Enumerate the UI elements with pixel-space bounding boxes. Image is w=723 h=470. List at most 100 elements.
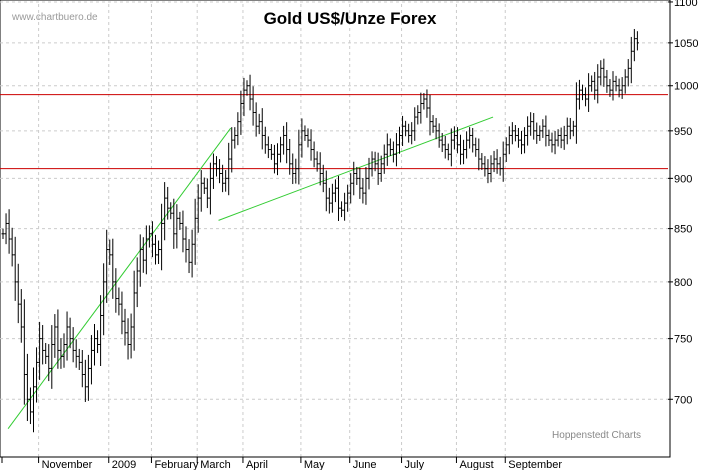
ohlc-bar (455, 127, 459, 154)
ohlc-bar (428, 94, 432, 136)
ohlc-bar (538, 125, 542, 141)
plot-area (0, 0, 671, 458)
ohlc-bar (321, 164, 325, 193)
ohlc-bar (279, 136, 283, 163)
ohlc-bar (492, 150, 496, 173)
ohlc-bar (535, 122, 539, 144)
x-tick-label: June (353, 459, 377, 470)
ohlc-bar (571, 120, 575, 137)
ohlc-bar (581, 84, 584, 101)
ohlc-bar (623, 69, 627, 94)
ohlc-bar (306, 128, 310, 148)
ohlc-bar (556, 129, 560, 147)
ohlc-bar (373, 151, 377, 172)
ohlc-bar (422, 93, 426, 110)
ohlc-bar (242, 77, 246, 117)
ohlc-bar (340, 201, 344, 218)
ohlc-bar (446, 143, 450, 161)
ohlc-bar (343, 192, 347, 221)
ohlc-bar (605, 69, 609, 93)
ohlc-bar (593, 71, 597, 100)
x-tick-label: September (508, 459, 562, 470)
ohlc-bar (568, 117, 572, 140)
ohlc-bar (471, 127, 475, 153)
ohlc-bar (629, 36, 633, 84)
ohlc-bar (25, 353, 29, 422)
ohlc-bar (498, 156, 502, 176)
ohlc-bar (141, 237, 145, 273)
ohlc-bar (22, 299, 26, 405)
ohlc-bar (32, 367, 35, 433)
ohlc-bar (520, 130, 523, 155)
ohlc-bar (1, 228, 5, 239)
ohlc-bar (596, 64, 600, 104)
ohlc-bar (135, 257, 139, 308)
ohlc-bar (77, 348, 81, 371)
ohlc-bar (4, 213, 8, 245)
ohlc-bar (7, 209, 11, 254)
ohlc-bar (544, 115, 548, 147)
ohlc-bar (474, 137, 478, 157)
ohlc-bar (123, 308, 127, 346)
x-tick-label: March (200, 459, 231, 470)
ohlc-bar (303, 125, 307, 141)
ohlc-bar (577, 79, 581, 110)
y-tick-label: 850 (674, 224, 692, 236)
ohlc-bar (611, 71, 615, 101)
ohlc-bar (529, 112, 533, 136)
ohlc-bar (617, 78, 621, 98)
ohlc-bar (132, 270, 136, 351)
ohlc-bar (358, 167, 362, 199)
ohlc-bar (285, 122, 289, 164)
ohlc-bar (297, 129, 301, 185)
ohlc-bar (294, 158, 298, 184)
ohlc-bar (59, 338, 63, 369)
ohlc-bar (160, 203, 164, 271)
y-tick-label: 1050 (674, 38, 698, 50)
ohlc-bar (202, 177, 206, 194)
y-tick-label: 1000 (674, 81, 698, 93)
ohlc-bar (361, 178, 365, 204)
ohlc-bar (215, 156, 218, 177)
ohlc-bar (19, 289, 23, 343)
ohlc-bar (602, 58, 606, 87)
ohlc-bar (53, 314, 57, 358)
ohlc-bar (312, 141, 316, 168)
ohlc-bar (523, 127, 527, 154)
ohlc-bar (166, 186, 170, 220)
ohlc-bar (28, 387, 32, 425)
ohlc-bar (117, 287, 121, 316)
ohlc-bar (434, 117, 438, 140)
ohlc-bar (276, 143, 279, 176)
ohlc-bar (93, 323, 96, 366)
ohlc-bar (99, 295, 103, 367)
ohlc-bar (526, 116, 530, 146)
x-tick-label: November (42, 459, 93, 470)
ohlc-bar (236, 112, 240, 146)
ohlc-bar (382, 144, 386, 174)
ohlc-bar (376, 152, 380, 185)
ohlc-bar (199, 170, 203, 212)
ohlc-bar (391, 141, 395, 163)
y-tick-label: 900 (674, 173, 692, 185)
ohlc-bar (74, 339, 78, 368)
ohlc-bar (587, 73, 591, 112)
ohlc-bar (562, 125, 566, 150)
credit-label: Hoppenstedt Charts (552, 430, 641, 441)
ohlc-bar (71, 327, 75, 363)
ohlc-bar (239, 90, 243, 135)
ohlc-bar (349, 173, 353, 204)
ohlc-bar (208, 162, 212, 215)
ohlc-bar (89, 335, 93, 385)
ohlc-bar (102, 263, 106, 336)
ohlc-bar (266, 136, 270, 159)
ohlc-bar (181, 210, 185, 253)
ohlc-bar (147, 225, 151, 248)
ohlc-bar (138, 234, 142, 287)
ohlc-bar (504, 137, 508, 163)
ohlc-bar (495, 149, 499, 174)
ohlc-bar (574, 82, 578, 144)
x-tick-label: April (246, 459, 268, 470)
trendlines (7, 116, 494, 429)
